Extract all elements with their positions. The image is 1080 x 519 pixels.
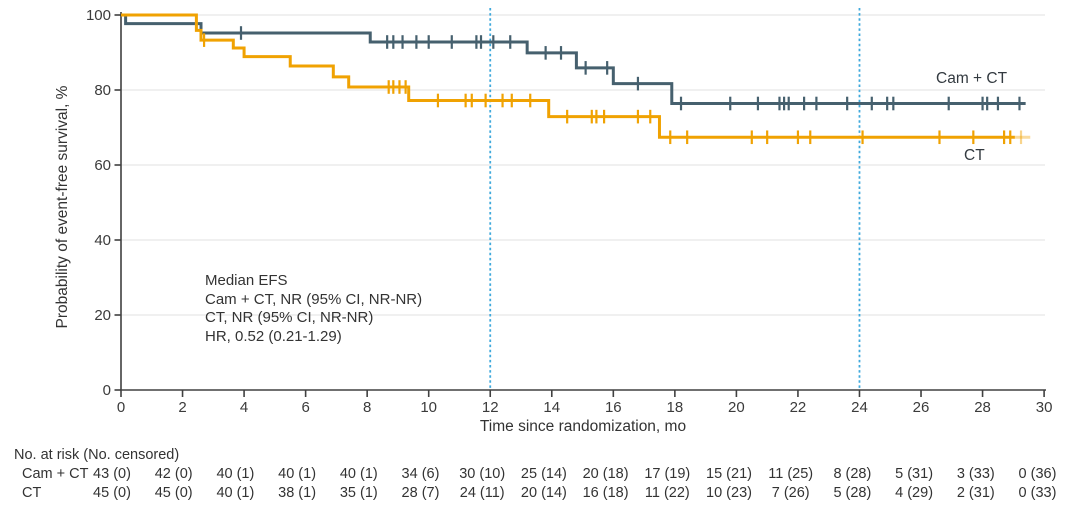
y-axis-title: Probability of event-free survival, % (54, 85, 71, 328)
risk-cell: 45 (0) (93, 485, 131, 501)
annotation-line-hr: HR, 0.52 (0.21-1.29) (205, 327, 342, 345)
risk-cell: 10 (23) (706, 485, 752, 501)
median-efs-annotation: Median EFS Cam + CT, NR (95% CI, NR-NR) … (205, 272, 422, 346)
risk-cell: 40 (1) (216, 466, 255, 482)
risk-cell: 25 (14) (520, 466, 567, 482)
risk-cell: 42 (0) (154, 466, 193, 482)
risk-cell: 30 (10) (459, 466, 506, 482)
risk-cell: 11 (22) (644, 485, 690, 501)
risk-cell: 3 (33) (956, 466, 995, 482)
x-tick-label: 20 (728, 399, 745, 416)
x-tick-label: 0 (117, 399, 125, 416)
x-tick-label: 26 (913, 399, 930, 416)
risk-cell: 8 (28) (833, 466, 872, 482)
y-tick-label: 80 (94, 82, 111, 99)
km-curve (121, 13, 1015, 139)
risk-cell: 40 (1) (278, 466, 317, 482)
risk-cell: 2 (31) (956, 485, 995, 501)
x-axis-ticks: 0 2 4 6 8 10 12 14 16 18 20 22 24 26 28 30 (117, 390, 1053, 416)
risk-cell: 20 (18) (582, 466, 629, 482)
risk-cell: 28 (7) (401, 485, 440, 501)
risk-table-header: No. at risk (No. censored) (14, 447, 180, 463)
risk-cell: 15 (21) (706, 466, 752, 482)
risk-cell: 35 (1) (339, 485, 378, 501)
x-tick-label: 28 (974, 399, 991, 416)
risk-cell: 45 (0) (154, 485, 193, 501)
x-tick-label: 2 (178, 399, 186, 416)
y-tick-label: 60 (94, 157, 111, 174)
risk-row-label: Cam + CT (22, 466, 89, 482)
km-curve (121, 13, 1026, 105)
annotation-line-ct: CT, NR (95% CI, NR-NR) (205, 309, 374, 327)
risk-cell: 16 (18) (582, 485, 629, 501)
x-tick-label: 4 (240, 399, 248, 416)
x-tick-label: 16 (605, 399, 622, 416)
risk-cell: 0 (33) (1018, 485, 1057, 501)
x-tick-label: 8 (363, 399, 371, 416)
risk-cell: 43 (0) (93, 466, 131, 482)
x-tick-label: 6 (301, 399, 309, 416)
y-tick-label: 40 (94, 232, 111, 249)
risk-cell: 20 (14) (520, 485, 567, 501)
risk-cell: 38 (1) (278, 485, 317, 501)
risk-row-cam-ct: Cam + CT 43 (0) 42 (0) 40 (1) 40 (1) 40 (1) 3… (0, 466, 1080, 485)
x-tick-label: 12 (482, 399, 499, 416)
x-tick-label: 24 (851, 399, 868, 416)
axes (120, 12, 1046, 391)
risk-cell: 0 (36) (1018, 466, 1057, 482)
risk-cell: 34 (6) (401, 466, 440, 482)
curve-label-ct: CT (964, 147, 985, 164)
annotation-line-median-efs: Median EFS (205, 272, 288, 289)
risk-cell: 4 (29) (895, 485, 934, 501)
risk-cell: 17 (19) (644, 466, 691, 482)
y-axis-ticks: 0 20 40 60 80 100 (86, 7, 121, 399)
risk-cell: 11 (25) (768, 466, 814, 482)
y-tick-label: 100 (86, 7, 111, 24)
curve-label-cam-ct: Cam + CT (936, 70, 1008, 87)
x-tick-label: 14 (543, 399, 560, 416)
series-ct (121, 13, 1031, 145)
y-tick-label: 20 (94, 307, 111, 324)
annotation-line-camct: Cam + CT, NR (95% CI, NR-NR) (205, 290, 423, 308)
y-tick-label: 0 (103, 382, 111, 399)
risk-cell: 40 (1) (216, 485, 255, 501)
risk-cell: 5 (28) (833, 485, 872, 501)
gridlines (121, 14, 1045, 316)
risk-row-label: CT (22, 485, 42, 501)
x-tick-label: 30 (1036, 399, 1053, 416)
series-cam-ct (121, 13, 1026, 111)
risk-cell: 40 (1) (339, 466, 378, 482)
x-tick-label: 18 (667, 399, 684, 416)
x-tick-label: 10 (420, 399, 437, 416)
risk-cell: 5 (31) (895, 466, 934, 482)
risk-table: No. at risk (No. censored) Cam + CT 43 (… (0, 445, 1080, 519)
km-chart-canvas: 0 2 4 6 8 10 12 14 16 18 20 22 24 26 28 30020406080100T… (54, 7, 1053, 435)
x-tick-label: 22 (790, 399, 807, 416)
risk-row-ct: CT 45 (0) 45 (0) 40 (1) 38 (1) 35 (1) 28 (7) 2… (0, 485, 1080, 504)
risk-cell: 24 (11) (459, 485, 505, 501)
risk-cell: 7 (26) (771, 485, 810, 501)
x-axis-title: Time since randomization, mo (480, 418, 686, 435)
